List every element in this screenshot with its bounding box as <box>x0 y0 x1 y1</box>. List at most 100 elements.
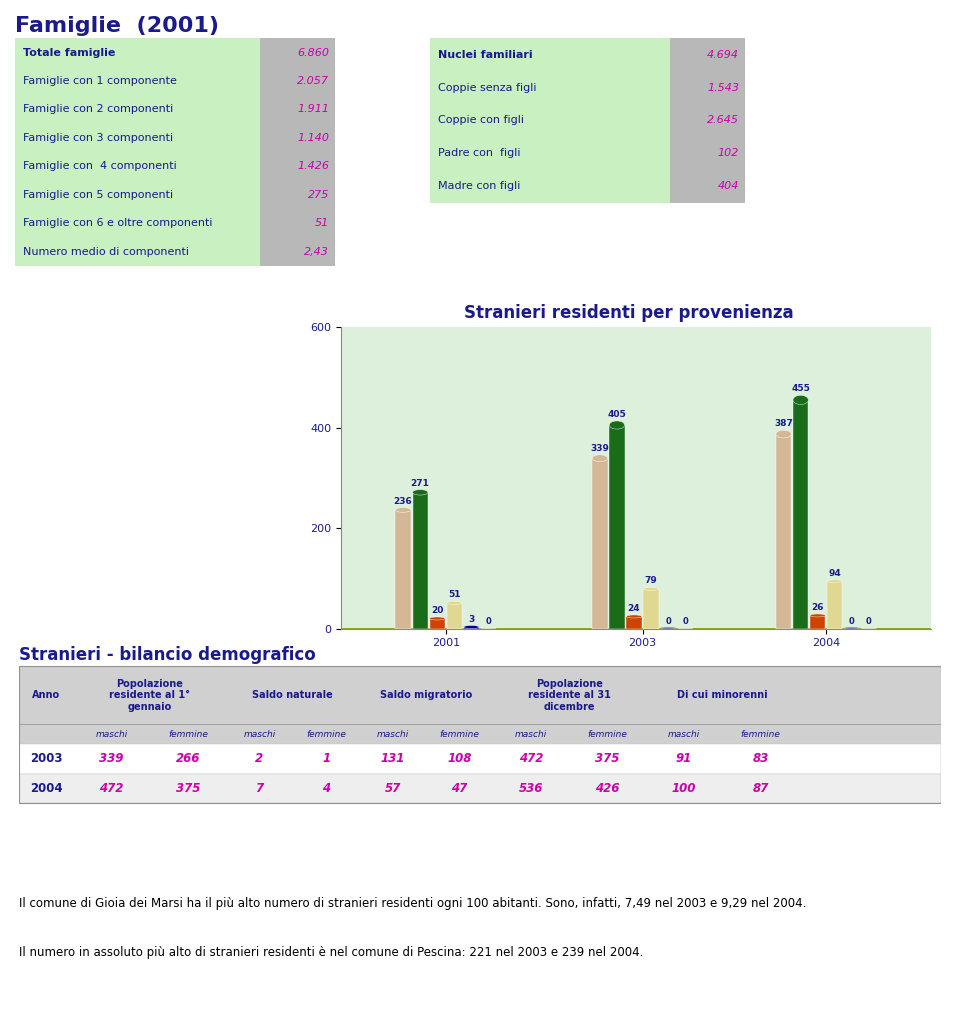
Text: 2004: 2004 <box>30 782 62 794</box>
Text: 387: 387 <box>774 419 793 428</box>
Text: 0: 0 <box>683 616 688 625</box>
Ellipse shape <box>446 601 462 604</box>
Text: Famiglie con 2 componenti: Famiglie con 2 componenti <box>23 104 173 114</box>
Bar <box>828 582 843 629</box>
Text: maschi: maschi <box>95 730 128 739</box>
Text: Totale famiglie: Totale famiglie <box>23 48 115 57</box>
Text: 266: 266 <box>176 752 200 765</box>
Ellipse shape <box>810 628 826 630</box>
Text: 91: 91 <box>676 752 692 765</box>
Bar <box>19 666 941 802</box>
Text: Famiglie  (2001): Famiglie (2001) <box>15 16 219 37</box>
Ellipse shape <box>429 628 444 630</box>
Text: 271: 271 <box>411 478 430 487</box>
Text: maschi: maschi <box>243 730 276 739</box>
Ellipse shape <box>643 588 659 591</box>
Legend: Europa, Africa, America, Asia, Australia e Oceania, Apolidi: Europa, Africa, America, Asia, Australia… <box>454 668 818 685</box>
Text: femmine: femmine <box>306 730 346 739</box>
Text: 26: 26 <box>811 603 824 612</box>
Text: Di cui minorenni: Di cui minorenni <box>677 690 767 700</box>
Text: 4: 4 <box>322 782 330 794</box>
Text: Famiglie con 1 componente: Famiglie con 1 componente <box>23 76 177 86</box>
Text: 102: 102 <box>718 148 739 158</box>
Text: Coppie senza figli: Coppie senza figli <box>438 83 537 93</box>
Text: 2003: 2003 <box>30 752 62 765</box>
Text: femmine: femmine <box>588 730 628 739</box>
Text: 57: 57 <box>385 782 401 794</box>
Text: maschi: maschi <box>515 730 547 739</box>
Text: 339: 339 <box>590 444 610 453</box>
Text: Anno: Anno <box>32 690 60 700</box>
Ellipse shape <box>776 626 791 631</box>
Bar <box>464 628 479 629</box>
Bar <box>429 618 444 629</box>
Text: 375: 375 <box>595 752 619 765</box>
Bar <box>413 493 428 629</box>
Text: 0: 0 <box>665 616 671 625</box>
Text: 426: 426 <box>595 782 619 794</box>
Text: Famiglie con  4 componenti: Famiglie con 4 componenti <box>23 161 177 172</box>
Ellipse shape <box>592 455 608 462</box>
Bar <box>626 616 641 629</box>
Text: 275: 275 <box>307 190 329 200</box>
Text: Famiglie con 6 e oltre componenti: Famiglie con 6 e oltre componenti <box>23 219 212 228</box>
Ellipse shape <box>678 628 693 629</box>
Text: 375: 375 <box>176 782 200 794</box>
Ellipse shape <box>481 628 496 629</box>
Ellipse shape <box>626 628 641 630</box>
Bar <box>776 434 791 629</box>
Text: 2,43: 2,43 <box>304 247 329 257</box>
Text: 83: 83 <box>753 752 769 765</box>
Text: 1.426: 1.426 <box>297 161 329 172</box>
Text: 1.543: 1.543 <box>707 83 739 93</box>
Text: 131: 131 <box>380 752 405 765</box>
Ellipse shape <box>592 626 608 631</box>
Ellipse shape <box>626 615 641 618</box>
Text: 51: 51 <box>448 591 461 599</box>
Ellipse shape <box>776 430 791 438</box>
Text: Coppie con figli: Coppie con figli <box>438 115 524 126</box>
Text: 1: 1 <box>322 752 330 765</box>
Text: 51: 51 <box>315 219 329 228</box>
Text: 0: 0 <box>849 616 854 625</box>
Ellipse shape <box>413 490 428 495</box>
Text: femmine: femmine <box>168 730 207 739</box>
Bar <box>810 615 826 629</box>
Bar <box>446 603 462 629</box>
Text: 405: 405 <box>608 410 626 419</box>
Ellipse shape <box>643 628 659 630</box>
Text: 472: 472 <box>518 752 543 765</box>
Text: 1.911: 1.911 <box>297 104 329 114</box>
Text: 404: 404 <box>718 181 739 191</box>
Text: 339: 339 <box>99 752 124 765</box>
Bar <box>396 510 411 629</box>
Bar <box>610 425 625 629</box>
Text: Popolazione
residente al 31
dicembre: Popolazione residente al 31 dicembre <box>528 679 611 712</box>
Text: 7: 7 <box>255 782 263 794</box>
Text: 472: 472 <box>99 782 124 794</box>
Ellipse shape <box>413 628 428 630</box>
Text: Popolazione
residente al 1°
gennaio: Popolazione residente al 1° gennaio <box>109 679 190 712</box>
Text: 24: 24 <box>628 604 640 613</box>
Text: Stranieri residenti per provenienza: Stranieri residenti per provenienza <box>464 304 794 322</box>
Ellipse shape <box>793 396 808 405</box>
Ellipse shape <box>396 628 411 630</box>
Ellipse shape <box>810 614 826 617</box>
Ellipse shape <box>396 508 411 512</box>
Text: Saldo migratorio: Saldo migratorio <box>380 690 472 700</box>
Bar <box>430 38 670 202</box>
Bar <box>643 589 659 629</box>
Text: maschi: maschi <box>668 730 700 739</box>
Text: Numero medio di componenti: Numero medio di componenti <box>23 247 189 257</box>
Ellipse shape <box>828 628 843 630</box>
Text: Famiglie con 3 componenti: Famiglie con 3 componenti <box>23 133 173 143</box>
Text: 0: 0 <box>486 616 492 625</box>
Bar <box>793 400 808 629</box>
Ellipse shape <box>793 626 808 631</box>
Bar <box>19 666 941 744</box>
Text: 108: 108 <box>447 752 471 765</box>
Text: 2: 2 <box>255 752 263 765</box>
Text: 6.860: 6.860 <box>297 48 329 57</box>
Text: 4.694: 4.694 <box>707 50 739 59</box>
Text: Nuclei familiari: Nuclei familiari <box>438 50 533 59</box>
